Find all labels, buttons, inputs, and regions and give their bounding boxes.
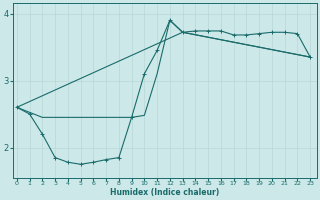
X-axis label: Humidex (Indice chaleur): Humidex (Indice chaleur) — [110, 188, 220, 197]
